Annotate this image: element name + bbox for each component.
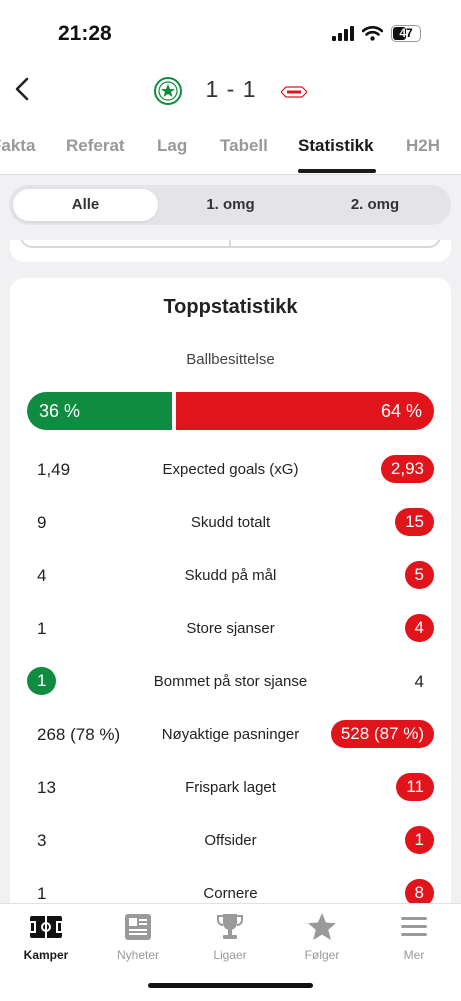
stat-label: Nøyaktige pasninger	[161, 726, 300, 743]
tab-tabell[interactable]: Tabell	[220, 136, 268, 155]
match-tabs: Fakta Referat Lag Tabell Statistikk H2H	[0, 120, 461, 175]
nav-mer[interactable]: Mer	[374, 912, 454, 962]
stat-label: Store sjanser	[186, 620, 275, 637]
stat-home-value: 3	[37, 831, 47, 850]
nav-label: Nyheter	[116, 948, 160, 962]
stat-label: Bommet på stor sjanse	[153, 673, 308, 690]
stat-label: Expected goals (xG)	[162, 461, 299, 478]
period-first-half[interactable]: 1. omg	[206, 196, 255, 213]
stat-away-value: 1	[404, 826, 434, 854]
away-team-logo-icon[interactable]	[281, 86, 307, 98]
stat-home-value: 9	[37, 513, 47, 532]
stat-row-offsides: 3 Offsider 1	[10, 825, 451, 857]
stat-away-value: 5	[404, 561, 434, 589]
trophy-icon	[217, 914, 243, 939]
stat-row-big-chances: 1 Store sjanser 4	[10, 613, 451, 645]
stat-label: Frispark laget	[185, 779, 276, 796]
cellular-signal-icon	[332, 26, 354, 41]
wifi-icon	[362, 26, 383, 41]
stat-row-corners: 1 Cornere 8	[10, 878, 451, 910]
possession-home-bar: 36 %	[27, 392, 172, 430]
stat-row-xg: 1,49 Expected goals (xG) 2,93	[10, 454, 451, 486]
stat-home-value: 1	[37, 619, 47, 638]
stat-home-value: 1	[37, 884, 47, 903]
battery-level: 47	[399, 26, 413, 40]
stat-home-value: 1,49	[37, 460, 71, 479]
home-team-logo-icon[interactable]	[153, 76, 183, 106]
stat-home-value: 4	[37, 566, 47, 585]
stat-away-value: 2,93	[380, 455, 434, 483]
top-stats-title: Toppstatistikk	[163, 296, 298, 318]
stat-away-value: 15	[395, 508, 434, 536]
period-selector-wrap: Alle 1. omg 2. omg	[0, 175, 461, 240]
stat-away-value: 4	[414, 672, 424, 691]
tab-referat[interactable]: Referat	[66, 136, 125, 155]
status-icons: 47	[332, 25, 421, 42]
status-time: 21:28	[58, 22, 112, 45]
match-header: 1 - 1	[0, 64, 461, 120]
active-tab-indicator	[298, 169, 376, 173]
stat-away-value: 11	[396, 773, 434, 801]
pitch-icon	[29, 916, 63, 938]
nav-kamper[interactable]: Kamper	[6, 912, 86, 962]
stat-label: Cornere	[203, 885, 258, 902]
status-bar: 21:28 47	[0, 0, 461, 64]
stat-away-value: 8	[404, 879, 434, 907]
stat-label: Skudd på mål	[184, 567, 277, 584]
possession-home-value: 36 %	[39, 401, 81, 421]
tab-fakta[interactable]: Fakta	[0, 136, 36, 155]
home-indicator	[148, 983, 313, 988]
stat-row-shots-on-target: 4 Skudd på mål 5	[10, 560, 451, 592]
stat-label: Skudd totalt	[190, 514, 271, 531]
stat-row-big-chances-missed: 1 Bommet på stor sjanse 4	[10, 666, 451, 698]
period-alle[interactable]: Alle	[13, 189, 158, 221]
nav-nyheter[interactable]: Nyheter	[98, 912, 178, 962]
stat-away-value: 528 (87 %)	[330, 720, 434, 748]
stat-home-value: 268 (78 %)	[37, 725, 121, 744]
menu-icon	[401, 917, 427, 936]
nav-label: Ligaer	[213, 948, 247, 962]
top-stats-card: Toppstatistikk Ballbesittelse 36 % 64 % …	[10, 278, 451, 918]
stat-row-accurate-passes: 268 (78 %) Nøyaktige pasninger 528 (87 %…	[10, 719, 451, 751]
nav-label: Kamper	[23, 948, 69, 962]
stat-home-value: 13	[37, 778, 56, 797]
previous-card-divider	[229, 234, 231, 248]
battery-icon: 47	[391, 25, 421, 42]
match-score: 1 - 1	[205, 76, 257, 102]
stat-home-value: 1	[27, 667, 57, 695]
stat-away-value: 4	[404, 614, 434, 642]
stat-row-shots-total: 9 Skudd totalt 15	[10, 507, 451, 539]
tab-statistikk[interactable]: Statistikk	[298, 136, 374, 155]
tab-h2h[interactable]: H2H	[406, 136, 441, 155]
possession-label: Ballbesittelse	[186, 351, 275, 368]
back-chevron-icon[interactable]	[8, 74, 38, 104]
possession-bar: 36 % 64 %	[27, 392, 434, 430]
star-icon	[308, 913, 336, 940]
stat-row-fouls: 13 Frispark laget 11	[10, 772, 451, 804]
period-selector: Alle 1. omg 2. omg	[9, 185, 451, 225]
nav-folger[interactable]: Følger	[282, 912, 362, 962]
stat-label: Offsider	[204, 832, 257, 849]
newspaper-icon	[125, 914, 151, 940]
period-second-half[interactable]: 2. omg	[350, 196, 400, 213]
possession-away-bar: 64 %	[176, 392, 434, 430]
nav-ligaer[interactable]: Ligaer	[190, 912, 270, 962]
nav-label: Følger	[304, 948, 340, 962]
tab-lag[interactable]: Lag	[157, 136, 188, 155]
nav-label: Mer	[403, 948, 425, 962]
possession-away-value: 64 %	[380, 401, 422, 421]
